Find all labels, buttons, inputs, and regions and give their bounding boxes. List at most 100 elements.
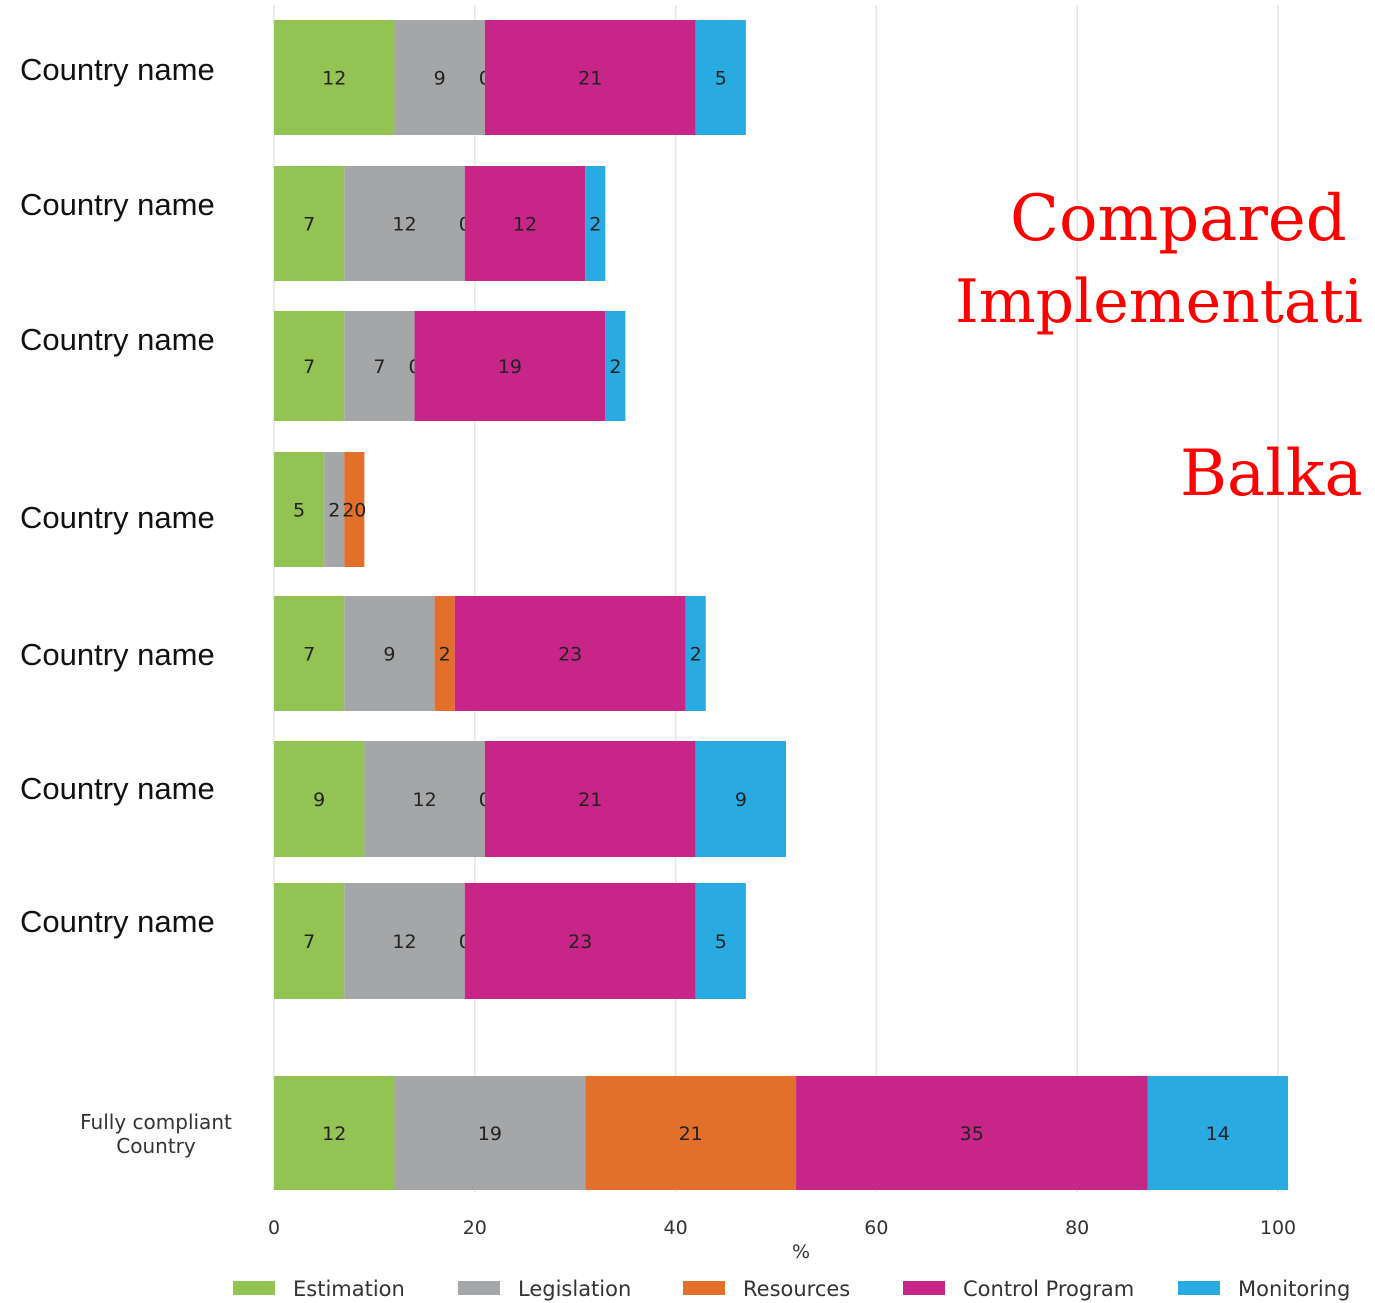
category-label-4: Country name [20, 637, 215, 672]
bar-7-legislation [394, 1076, 586, 1190]
category-label-6: Country name [20, 904, 215, 939]
data-label-2-1: 7 [373, 356, 385, 378]
data-label-2-3: 19 [498, 356, 522, 378]
legend-label-monitoring: Monitoring [1238, 1277, 1350, 1301]
data-label-0-4: 5 [715, 68, 727, 90]
legend-swatch-control-program [903, 1281, 945, 1295]
data-label-1-3: 12 [513, 214, 537, 236]
data-label-1-0: 7 [303, 214, 315, 236]
x-tick-label-0: 0 [268, 1217, 280, 1239]
bar-3-resources [344, 452, 365, 567]
bar-4-resources [434, 596, 455, 711]
data-label-4-3: 23 [558, 644, 582, 666]
bar-7-estimation [274, 1076, 395, 1190]
overlay-title: Compared Implementati Balka [955, 182, 1363, 511]
bar-6-legislation [344, 883, 465, 999]
bar-5-estimation [274, 741, 365, 857]
x-axis-label: % [792, 1241, 810, 1263]
data-label-2-0: 7 [303, 356, 315, 378]
overlay-title-line-1: Compared [1010, 182, 1347, 256]
bar-1-control-program [464, 166, 586, 281]
x-tick-label-60: 60 [864, 1217, 888, 1239]
data-label-6-0: 7 [303, 931, 315, 953]
category-label-7-line-0: Fully compliant [80, 1110, 232, 1134]
category-label-3: Country name [20, 500, 215, 535]
data-label-3-1: 2 [328, 500, 340, 522]
bar-5-monitoring [695, 741, 787, 857]
data-label-2-4: 2 [609, 356, 621, 378]
legend-swatch-legislation [458, 1281, 500, 1295]
bar-2-control-program [414, 311, 606, 421]
data-label-4-4: 2 [690, 644, 702, 666]
legend-label-legislation: Legislation [518, 1277, 631, 1301]
x-tick-label-80: 80 [1065, 1217, 1089, 1239]
category-label-7-line-1: Country [116, 1134, 196, 1158]
data-label-6-1: 12 [392, 931, 416, 953]
bar-0-monitoring [695, 20, 746, 135]
data-label-0-3: 21 [578, 68, 602, 90]
bar-0-estimation [274, 20, 395, 135]
data-label-7-1: 19 [478, 1123, 502, 1145]
bar-1-monitoring [585, 166, 606, 281]
category-label-5: Country name [20, 771, 215, 806]
legend-swatch-estimation [233, 1281, 275, 1295]
legend-label-control-program: Control Program [963, 1277, 1134, 1301]
data-label-7-0: 12 [322, 1123, 346, 1145]
data-label-4-1: 9 [383, 644, 395, 666]
bar-5-control-program [484, 741, 696, 857]
data-label-1-4: 2 [589, 214, 601, 236]
x-tick-label-40: 40 [664, 1217, 688, 1239]
bar-0-legislation [394, 20, 485, 135]
data-label-5-3: 21 [578, 789, 602, 811]
data-label-0-0: 12 [322, 68, 346, 90]
legend-swatch-resources [683, 1281, 725, 1295]
bar-7-monitoring [1147, 1076, 1289, 1190]
x-axis: 0 20 40 60 80 100 [268, 1217, 1296, 1239]
bar-5-legislation [364, 741, 485, 857]
legend-label-resources: Resources [743, 1277, 850, 1301]
bar-1-legislation [344, 166, 465, 281]
data-label-3-0: 5 [293, 500, 305, 522]
bar-3-estimation [274, 452, 325, 567]
category-label-0: Country name [20, 52, 215, 87]
bar-7-resources [585, 1076, 797, 1190]
bar-2-monitoring [605, 311, 626, 421]
data-label-6-4: 5 [715, 931, 727, 953]
data-label-0-1: 9 [434, 68, 446, 90]
data-label-5-4: 9 [735, 789, 747, 811]
overlay-title-line-3: Balka [1180, 437, 1363, 511]
data-label-5-1: 12 [413, 789, 437, 811]
bars: 1290215712012277019252207922329120219712… [274, 20, 1289, 1190]
bar-2-legislation [344, 311, 415, 421]
bar-4-legislation [344, 596, 435, 711]
bar-2-estimation [274, 311, 345, 421]
bar-6-control-program [464, 883, 696, 999]
data-label-5-0: 9 [313, 789, 325, 811]
bar-4-control-program [454, 596, 686, 711]
bar-3-legislation [324, 452, 345, 567]
data-label-7-2: 21 [679, 1123, 703, 1145]
data-label-6-3: 23 [568, 931, 592, 953]
bar-0-control-program [484, 20, 696, 135]
category-label-1: Country name [20, 187, 215, 222]
category-labels: Country name Country name Country name Coun… [20, 52, 232, 1158]
bar-7-control-program [796, 1076, 1148, 1190]
bar-4-estimation [274, 596, 345, 711]
bar-1-estimation [274, 166, 345, 281]
category-label-2: Country name [20, 322, 215, 357]
x-tick-label-100: 100 [1260, 1217, 1296, 1239]
data-label-7-3: 35 [960, 1123, 984, 1145]
bar-6-estimation [274, 883, 345, 999]
legend: Estimation Legislation Resources Control Pr… [233, 1277, 1350, 1301]
x-tick-label-20: 20 [463, 1217, 487, 1239]
legend-label-estimation: Estimation [293, 1277, 405, 1301]
bar-4-monitoring [685, 596, 706, 711]
data-label-4-0: 7 [303, 644, 315, 666]
data-label-1-1: 12 [392, 214, 416, 236]
bar-6-monitoring [695, 883, 746, 999]
overlay-title-line-2: Implementati [955, 267, 1363, 337]
data-label-4-2: 2 [439, 644, 451, 666]
data-label-7-4: 14 [1206, 1123, 1230, 1145]
data-label-3-2: 20 [342, 500, 366, 522]
